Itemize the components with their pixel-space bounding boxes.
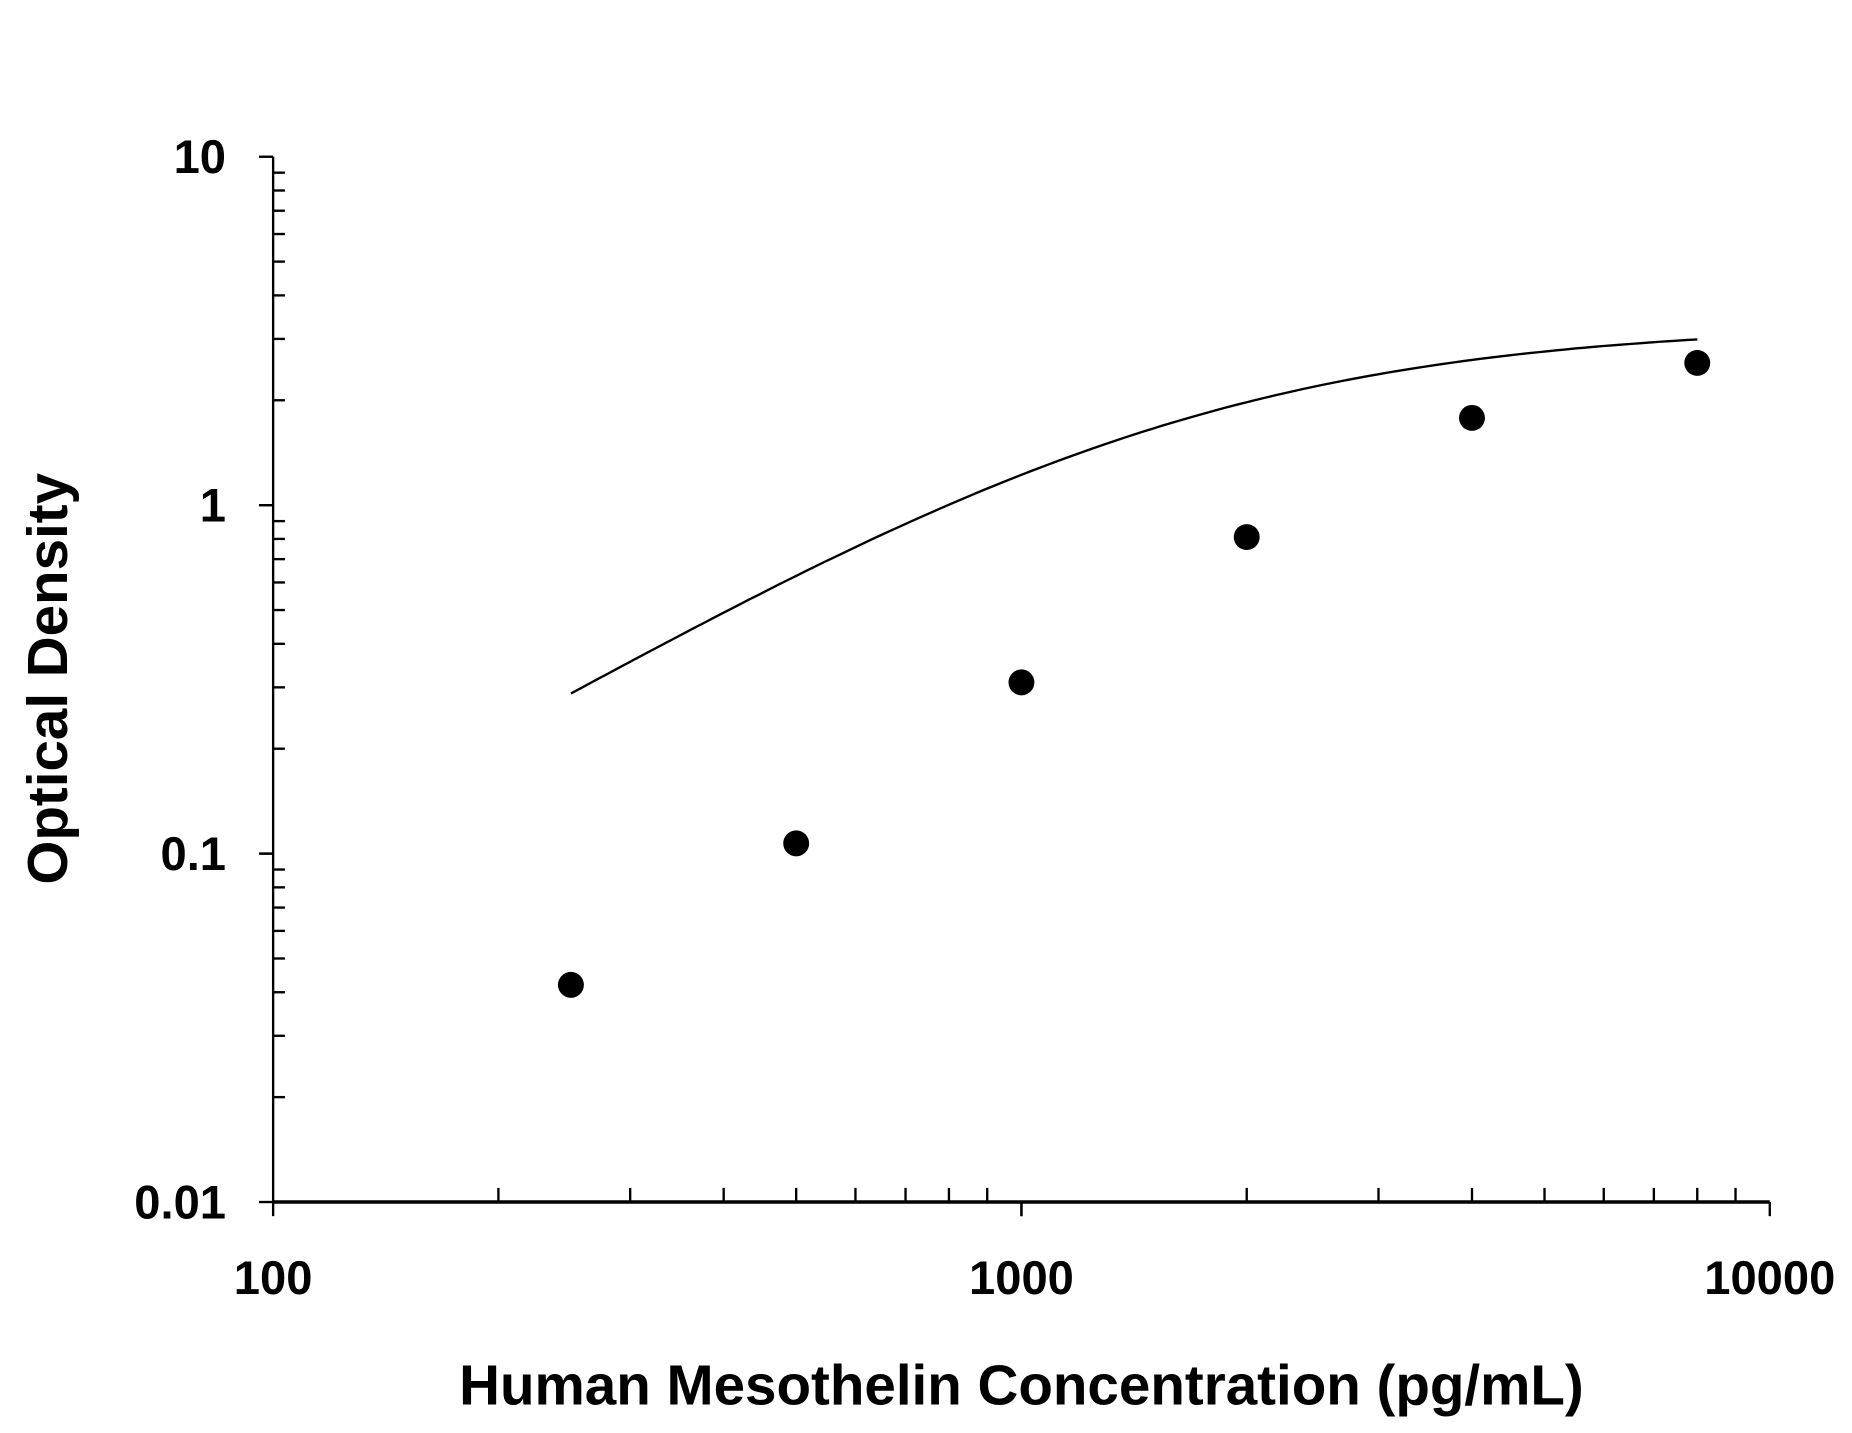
axes	[258, 155, 1771, 1217]
y-tick-label: 10	[174, 130, 226, 183]
x-tick-label: 10000	[1704, 1251, 1835, 1304]
y-tick-label: 1	[200, 479, 226, 532]
data-point	[1459, 404, 1485, 431]
y-tick-label: 0.01	[134, 1176, 226, 1229]
data-point	[783, 830, 810, 857]
data-points	[557, 349, 1711, 998]
x-tick-label: 100	[234, 1251, 313, 1304]
data-point	[1233, 524, 1260, 551]
data-point	[1684, 349, 1711, 376]
x-tick-label: 1000	[969, 1251, 1074, 1304]
fit-curve	[570, 338, 1698, 695]
data-point	[1008, 669, 1035, 696]
y-tick-label: 0.1	[160, 827, 226, 880]
data-point	[557, 971, 584, 998]
tick-labels: 100 1000 10000 0.01 0.1 1 10	[134, 130, 1835, 1304]
x-axis-label: Human Mesothelin Concentration (pg/mL)	[459, 1354, 1584, 1417]
y-axis-label: Optical Density	[16, 472, 79, 884]
